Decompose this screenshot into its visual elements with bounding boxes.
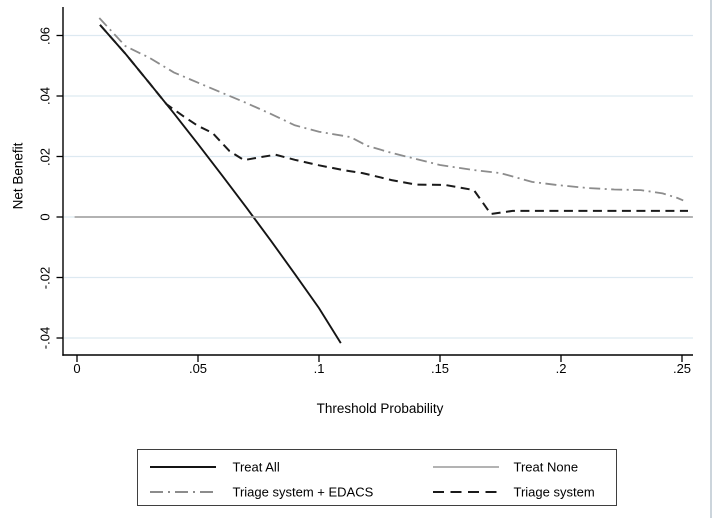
series-lines (74, 17, 693, 344)
y-tick-label: 0 (37, 213, 53, 221)
legend-label: Treat None (513, 459, 579, 475)
x-tick-label: .05 (188, 361, 208, 376)
x-tick-label: .15 (430, 361, 450, 376)
y-axis-title: Net Benefit (10, 142, 26, 210)
y-tick-label: .04 (37, 86, 53, 106)
legend-label: Triage system + EDACS (232, 484, 374, 500)
x-axis-title: Threshold Probability (316, 401, 444, 416)
legend: Treat All Treat None Triage system + EDA… (137, 449, 617, 506)
legend-label: Triage system (513, 484, 595, 500)
y-tick-label: -.02 (37, 266, 53, 289)
y-tick-label: -.04 (37, 326, 53, 350)
x-tick-label: 0 (73, 361, 81, 376)
x-tick-label: .1 (313, 361, 325, 376)
y-tick-label: .06 (37, 26, 53, 45)
legend-key-treat-none (432, 466, 499, 468)
legend-key-triage-system (432, 490, 499, 494)
y-tick-label: .02 (37, 147, 53, 166)
legend-label: Treat All (232, 459, 280, 475)
plot-area (56, 7, 693, 362)
x-tick-label: .25 (672, 361, 692, 376)
x-tick-label: .2 (555, 361, 567, 376)
legend-key-triage-edacs (149, 491, 216, 493)
window-right-border (710, 0, 712, 518)
legend-key-treat-all (149, 466, 216, 468)
gridlines (64, 34, 693, 339)
tick-marks (56, 34, 683, 362)
